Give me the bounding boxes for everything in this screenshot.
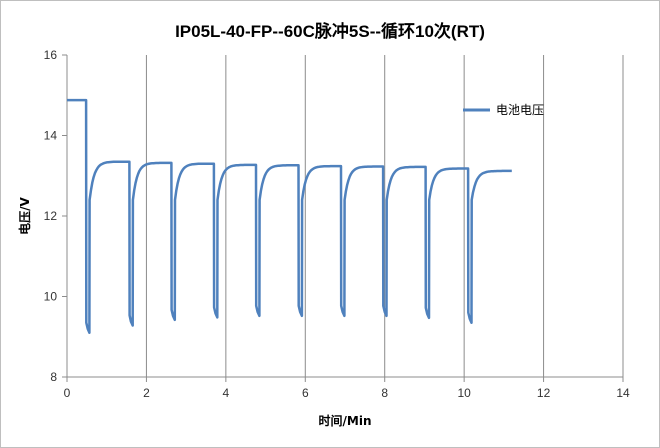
- y-tick-label-8: 8: [50, 370, 57, 384]
- x-tick-label-12: 12: [537, 386, 551, 400]
- series-line-battery-voltage: [67, 98, 512, 334]
- x-tick-label-0: 0: [64, 386, 71, 400]
- y-tick-labels: 8 10 12 14 16: [44, 48, 58, 384]
- chart-title: IP05L-40-FP--60C脉冲5S--循环10次(RT): [175, 21, 485, 41]
- x-tick-label-4: 4: [223, 386, 230, 400]
- legend-label: 电池电压: [496, 103, 544, 117]
- legend: 电池电压: [463, 103, 544, 117]
- x-tick-label-10: 10: [457, 386, 471, 400]
- y-tick-label-10: 10: [44, 290, 58, 304]
- x-tick-labels: 0 2 4 6 8 10 12 14: [64, 386, 630, 400]
- x-axis-label: 时间/Min: [319, 413, 372, 428]
- x-tick-label-8: 8: [381, 386, 388, 400]
- x-tick-label-14: 14: [616, 386, 630, 400]
- y-tick-label-14: 14: [44, 129, 58, 143]
- x-tick-label-6: 6: [302, 386, 309, 400]
- axes: [62, 54, 624, 382]
- x-tick-label-2: 2: [143, 386, 150, 400]
- y-tick-label-12: 12: [44, 209, 58, 223]
- y-tick-label-16: 16: [44, 48, 58, 62]
- y-axis-label: 电压/V: [17, 196, 32, 234]
